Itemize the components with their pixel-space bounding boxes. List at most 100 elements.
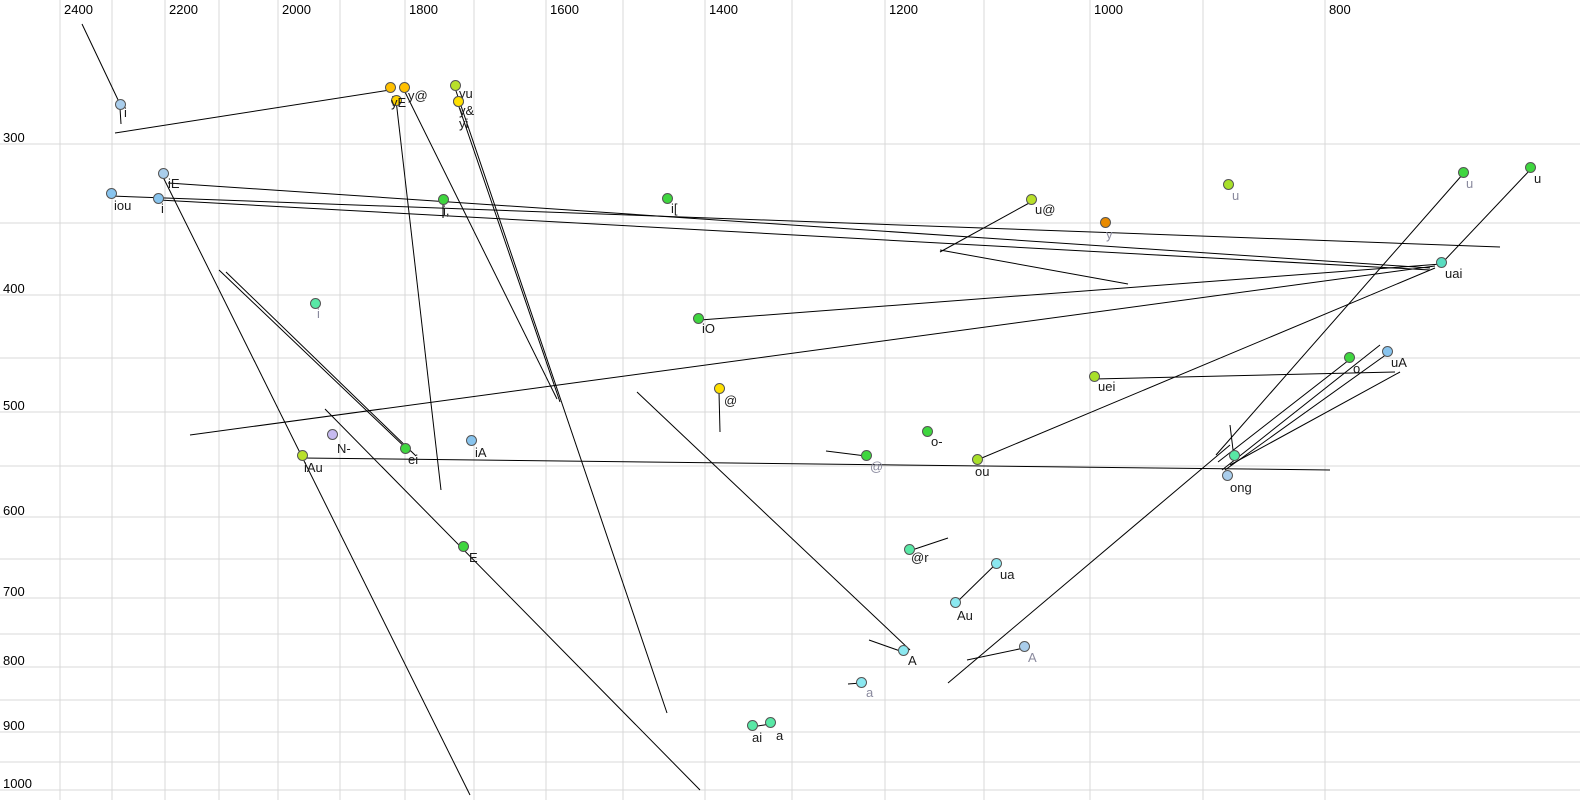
data-point[interactable] (1089, 371, 1100, 382)
data-point[interactable] (153, 193, 164, 204)
data-point-label: Au (957, 608, 973, 623)
trajectory-line (636, 391, 911, 651)
trajectory-line (1442, 169, 1531, 263)
trajectory-lines (81, 23, 1531, 796)
data-point[interactable] (922, 426, 933, 437)
data-point-label: yi (459, 116, 469, 131)
data-point-label: N- (337, 441, 351, 456)
data-point-label: iE (168, 176, 180, 191)
y-axis-tick-label: 1000 (3, 776, 32, 791)
data-point[interactable] (693, 313, 704, 324)
data-point[interactable] (453, 96, 464, 107)
data-point[interactable] (385, 82, 396, 93)
data-point[interactable] (1229, 450, 1240, 461)
trajectory-line (167, 182, 1431, 269)
trajectory-line (939, 249, 1129, 285)
data-point[interactable] (466, 435, 477, 446)
data-point-label: u (1534, 171, 1542, 186)
data-point[interactable] (158, 168, 169, 179)
trajectory-line (908, 537, 949, 552)
data-point[interactable] (991, 558, 1002, 569)
data-point[interactable] (327, 429, 338, 440)
trajectory-line (976, 267, 1436, 461)
trajectory-line (225, 271, 417, 457)
data-point[interactable] (391, 95, 402, 106)
data-point[interactable] (1382, 346, 1393, 357)
data-point[interactable] (904, 544, 915, 555)
trajectory-line (1224, 353, 1388, 471)
data-point-label: iO (702, 321, 715, 336)
data-point[interactable] (115, 99, 126, 110)
data-point-label: uai (1445, 266, 1463, 281)
data-point[interactable] (106, 188, 117, 199)
trajectory-line (119, 107, 122, 125)
data-point[interactable] (1026, 194, 1037, 205)
data-point-label: ai (752, 730, 763, 745)
x-axis-tick-label: 1000 (1094, 2, 1123, 17)
data-point-label: E (469, 550, 478, 565)
data-point[interactable] (861, 450, 872, 461)
trajectory-line (699, 263, 1442, 321)
data-point[interactable] (438, 194, 449, 205)
trajectory-line (1221, 344, 1381, 471)
data-point[interactable] (972, 454, 983, 465)
data-point[interactable] (1222, 470, 1233, 481)
data-point-label: a (866, 685, 874, 700)
data-point[interactable] (662, 193, 673, 204)
data-point[interactable] (714, 383, 725, 394)
data-point-label: o (1353, 361, 1361, 376)
trajectory-line (1093, 371, 1396, 380)
trajectory-line (324, 408, 701, 791)
data-point-label: i[ (671, 201, 678, 216)
data-point-label: A (908, 653, 917, 668)
y-axis-tick-label: 700 (3, 584, 25, 599)
x-axis-tick-label: 1800 (409, 2, 438, 17)
data-point[interactable] (856, 677, 867, 688)
trajectory-line (1217, 359, 1350, 463)
data-point[interactable] (310, 298, 321, 309)
data-point-label: iAu (304, 460, 323, 475)
x-axis-tick-label: 2000 (282, 2, 311, 17)
y-axis-tick-label: 500 (3, 398, 25, 413)
trajectory-line (403, 89, 558, 400)
trajectory-line (718, 391, 721, 433)
data-point-label: y& (459, 103, 475, 118)
data-point-label: ong (1230, 480, 1252, 495)
data-point[interactable] (399, 82, 410, 93)
data-point[interactable] (1436, 257, 1447, 268)
data-point[interactable] (400, 443, 411, 454)
data-point[interactable] (898, 645, 909, 656)
data-point[interactable] (1458, 167, 1469, 178)
data-point[interactable] (1100, 217, 1111, 228)
data-point-label: u@ (1035, 202, 1056, 217)
trajectory-line (81, 23, 121, 105)
data-point-label: @ (724, 393, 738, 408)
data-point-label: @ (870, 459, 884, 474)
data-point[interactable] (747, 720, 758, 731)
data-point[interactable] (450, 80, 461, 91)
data-point[interactable] (1223, 179, 1234, 190)
trajectory-line (1215, 173, 1464, 456)
trajectory-line (939, 201, 1032, 253)
data-point-label: ua (1000, 567, 1015, 582)
trajectory-line (966, 647, 1025, 661)
data-point-label: a (776, 728, 784, 743)
data-point-label: i (317, 306, 320, 321)
data-point[interactable] (1344, 352, 1355, 363)
data-point[interactable] (950, 597, 961, 608)
data-point[interactable] (458, 541, 469, 552)
data-point-label: u (1466, 176, 1474, 191)
trajectory-line (218, 269, 411, 453)
data-point[interactable] (1019, 641, 1030, 652)
data-point[interactable] (1525, 162, 1536, 173)
y-axis-tick-label: 800 (3, 653, 25, 668)
x-axis-tick-label: 800 (1329, 2, 1351, 17)
data-point[interactable] (297, 450, 308, 461)
data-point-label: A (1028, 650, 1037, 665)
trajectory-line (114, 89, 391, 134)
data-point[interactable] (765, 717, 776, 728)
y-axis-tick-label: 300 (3, 130, 25, 145)
